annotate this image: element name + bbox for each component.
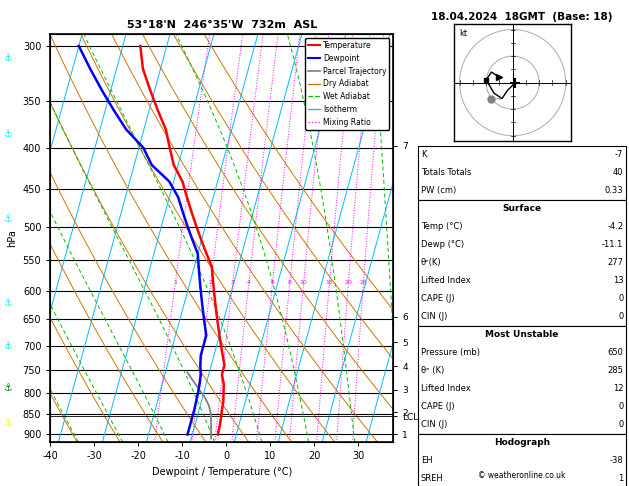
Text: 3: 3 bbox=[231, 279, 235, 285]
Text: -4.2: -4.2 bbox=[607, 222, 623, 231]
Text: Hodograph: Hodograph bbox=[494, 438, 550, 447]
Text: →: → bbox=[491, 96, 502, 102]
Text: 18.04.2024  18GMT  (Base: 18): 18.04.2024 18GMT (Base: 18) bbox=[431, 12, 613, 22]
Text: ⚓: ⚓ bbox=[3, 341, 12, 350]
Text: 6: 6 bbox=[270, 279, 274, 285]
Y-axis label: km
ASL: km ASL bbox=[436, 228, 451, 248]
Text: Dewp (°C): Dewp (°C) bbox=[421, 240, 464, 249]
Text: 10: 10 bbox=[299, 279, 308, 285]
Text: 0.33: 0.33 bbox=[604, 186, 623, 195]
Text: CAPE (J): CAPE (J) bbox=[421, 294, 454, 303]
Text: 15: 15 bbox=[325, 279, 333, 285]
Text: CIN (J): CIN (J) bbox=[421, 420, 447, 429]
Text: CAPE (J): CAPE (J) bbox=[421, 402, 454, 411]
Text: 650: 650 bbox=[608, 348, 623, 357]
Text: θᵉ(K): θᵉ(K) bbox=[421, 258, 442, 267]
Title: 53°18'N  246°35'W  732m  ASL: 53°18'N 246°35'W 732m ASL bbox=[126, 20, 317, 31]
Text: -11.1: -11.1 bbox=[602, 240, 623, 249]
Text: -38: -38 bbox=[610, 456, 623, 465]
Text: 2: 2 bbox=[209, 279, 213, 285]
Text: PW (cm): PW (cm) bbox=[421, 186, 456, 195]
Text: Surface: Surface bbox=[503, 204, 542, 213]
Text: 13: 13 bbox=[613, 276, 623, 285]
Text: Lifted Index: Lifted Index bbox=[421, 276, 470, 285]
Text: ⚓: ⚓ bbox=[3, 52, 12, 63]
Text: 20: 20 bbox=[344, 279, 352, 285]
Text: K: K bbox=[421, 150, 426, 159]
Text: 285: 285 bbox=[608, 366, 623, 375]
Text: ⚓: ⚓ bbox=[3, 129, 12, 139]
Text: © weatheronline.co.uk: © weatheronline.co.uk bbox=[478, 471, 566, 480]
Text: 277: 277 bbox=[608, 258, 623, 267]
Text: Lifted Index: Lifted Index bbox=[421, 384, 470, 393]
Text: 1: 1 bbox=[618, 474, 623, 483]
Text: 1: 1 bbox=[173, 279, 177, 285]
Text: Temp (°C): Temp (°C) bbox=[421, 222, 462, 231]
Text: 25: 25 bbox=[359, 279, 367, 285]
Text: kt: kt bbox=[459, 29, 467, 38]
Text: Most Unstable: Most Unstable bbox=[486, 330, 559, 339]
Text: 0: 0 bbox=[618, 294, 623, 303]
Text: ⚓: ⚓ bbox=[3, 214, 12, 225]
Text: 0: 0 bbox=[618, 402, 623, 411]
Text: EH: EH bbox=[421, 456, 432, 465]
Text: ⚓: ⚓ bbox=[3, 417, 12, 428]
Legend: Temperature, Dewpoint, Parcel Trajectory, Dry Adiabat, Wet Adiabat, Isotherm, Mi: Temperature, Dewpoint, Parcel Trajectory… bbox=[305, 38, 389, 130]
Text: 0: 0 bbox=[618, 420, 623, 429]
Text: -7: -7 bbox=[615, 150, 623, 159]
Text: 40: 40 bbox=[613, 168, 623, 177]
Text: CIN (J): CIN (J) bbox=[421, 312, 447, 321]
Text: θᵉ (K): θᵉ (K) bbox=[421, 366, 444, 375]
Text: 0: 0 bbox=[618, 312, 623, 321]
Text: ⚓: ⚓ bbox=[3, 298, 12, 308]
Text: SREH: SREH bbox=[421, 474, 443, 483]
Text: Pressure (mb): Pressure (mb) bbox=[421, 348, 480, 357]
Y-axis label: hPa: hPa bbox=[7, 229, 17, 247]
X-axis label: Dewpoint / Temperature (°C): Dewpoint / Temperature (°C) bbox=[152, 467, 292, 477]
Text: Totals Totals: Totals Totals bbox=[421, 168, 471, 177]
Text: ⚓: ⚓ bbox=[3, 383, 12, 393]
Text: 12: 12 bbox=[613, 384, 623, 393]
Text: 4: 4 bbox=[247, 279, 251, 285]
Text: 8: 8 bbox=[287, 279, 292, 285]
